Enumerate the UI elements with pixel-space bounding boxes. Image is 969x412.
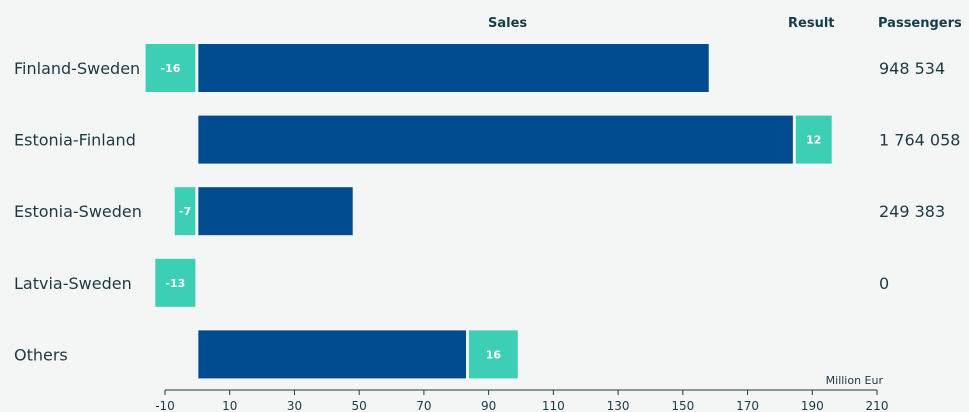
result-bar (468, 330, 518, 379)
passengers-value: 0 (879, 274, 889, 293)
passengers-value: 948 534 (879, 59, 945, 78)
category-label: Others (14, 345, 68, 364)
sales-bar (198, 330, 466, 379)
category-label: Estonia-Sweden (14, 202, 142, 221)
x-tick-label: 130 (607, 399, 630, 412)
result-bar (155, 258, 196, 307)
x-tick-label: 190 (801, 399, 824, 412)
result-value-label: 16 (486, 348, 502, 361)
x-tick-label: 90 (481, 399, 496, 412)
result-value-label: -13 (165, 277, 185, 290)
x-tick-label: -10 (155, 399, 175, 412)
passengers-header: Passengers (878, 16, 962, 31)
category-label: Estonia-Finland (14, 131, 136, 150)
result-bar (174, 187, 196, 236)
category-label: Latvia-Sweden (14, 274, 132, 293)
x-tick-label: 110 (542, 399, 565, 412)
result-bar (795, 115, 832, 164)
sales-bar (198, 44, 709, 92)
x-tick-label: 30 (287, 399, 302, 412)
x-tick-label: 10 (222, 399, 237, 412)
passengers-value: 249 383 (879, 202, 945, 221)
result-value-label: -7 (179, 205, 191, 218)
sales-bar (198, 115, 793, 164)
x-tick-label: 210 (866, 399, 889, 412)
x-tick-label: 50 (352, 399, 367, 412)
result-value-label: -16 (161, 62, 181, 75)
sales-bar (198, 187, 353, 236)
result-header: Result (788, 16, 835, 31)
x-tick-label: 170 (736, 399, 759, 412)
passengers-value: 1 764 058 (879, 131, 960, 150)
result-value-label: 12 (806, 134, 821, 147)
x-tick-label: 150 (671, 399, 694, 412)
unit-label: Million Eur (826, 374, 884, 387)
x-tick-label: 70 (416, 399, 431, 412)
category-label: Finland-Sweden (14, 59, 140, 78)
sales-header: Sales (488, 16, 528, 31)
result-bar (145, 44, 196, 92)
